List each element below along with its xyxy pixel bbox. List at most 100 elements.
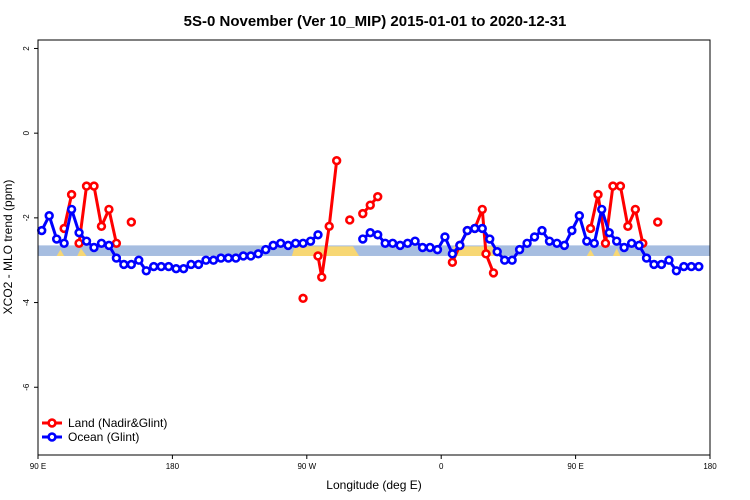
ocean-point bbox=[51, 234, 62, 244]
land-point bbox=[653, 217, 663, 227]
land-point bbox=[447, 257, 458, 268]
land-point bbox=[630, 204, 641, 215]
land-point bbox=[298, 293, 308, 304]
ocean-point bbox=[619, 242, 629, 253]
land-band-segment bbox=[612, 248, 621, 256]
x-tick-label: 0 bbox=[439, 462, 444, 471]
ocean-point bbox=[104, 240, 114, 251]
legend: Land (Nadir&Glint)Ocean (Glint) bbox=[42, 416, 167, 444]
land-point bbox=[345, 215, 355, 225]
ocean-point bbox=[626, 238, 637, 248]
ocean-point bbox=[44, 211, 54, 221]
ocean-point bbox=[492, 247, 502, 257]
x-tick-label: 90 E bbox=[30, 462, 46, 471]
land-point bbox=[608, 181, 618, 191]
land-point bbox=[365, 200, 375, 210]
land-band-segment bbox=[77, 248, 87, 256]
ocean-point bbox=[358, 234, 368, 244]
ocean-legend-marker bbox=[47, 432, 57, 442]
ocean-point bbox=[522, 238, 532, 248]
reference-band-layer bbox=[38, 245, 710, 256]
ocean-point bbox=[499, 255, 510, 265]
ocean-point bbox=[193, 259, 204, 270]
land-point bbox=[324, 221, 334, 232]
land-point bbox=[585, 223, 596, 234]
ocean-point bbox=[223, 253, 234, 263]
x-tick-label: 90 W bbox=[297, 462, 316, 471]
y-tick-label: 2 bbox=[22, 46, 31, 51]
y-tick-label: -6 bbox=[22, 383, 31, 391]
ocean-point bbox=[455, 240, 465, 251]
y-tick-label: 0 bbox=[22, 130, 31, 135]
land-legend-marker bbox=[47, 418, 57, 428]
ocean-point bbox=[81, 236, 92, 246]
ocean-point bbox=[410, 236, 420, 246]
ocean-point bbox=[380, 238, 390, 248]
ocean-series-line bbox=[361, 207, 699, 273]
ocean-point bbox=[514, 244, 525, 255]
land-point bbox=[615, 181, 626, 191]
ocean-point bbox=[470, 223, 480, 234]
land-point bbox=[600, 238, 611, 248]
ocean-point bbox=[462, 225, 473, 236]
ocean-point bbox=[119, 259, 129, 270]
ocean-point bbox=[582, 236, 592, 246]
ocean-point bbox=[134, 255, 144, 265]
ocean-point bbox=[589, 238, 599, 248]
y-tick-label: -2 bbox=[22, 214, 31, 222]
series-layer bbox=[37, 155, 704, 304]
x-axis: 90 E 180 90 W 0 90 E 180 bbox=[30, 455, 717, 471]
ocean-point bbox=[231, 253, 241, 263]
ocean-point bbox=[656, 259, 667, 270]
y-axis-label: XCO2 - MLO trend (ppm) bbox=[1, 180, 15, 315]
ocean-point bbox=[694, 261, 704, 272]
land-point bbox=[481, 249, 491, 259]
ocean-point bbox=[216, 253, 226, 263]
ocean-point bbox=[425, 242, 435, 253]
land-point bbox=[89, 181, 99, 191]
ocean-point bbox=[387, 238, 398, 248]
ocean-point bbox=[440, 232, 450, 242]
land-point bbox=[623, 221, 633, 232]
land-point bbox=[126, 217, 137, 227]
y-axis: 2 0 -2 -4 -6 bbox=[22, 46, 38, 391]
ocean-point bbox=[283, 240, 293, 251]
ocean-point bbox=[268, 240, 278, 251]
ocean-point bbox=[402, 238, 413, 248]
land-point bbox=[104, 204, 114, 215]
ocean-point bbox=[604, 227, 614, 238]
ocean-point bbox=[634, 240, 644, 251]
ocean-point bbox=[679, 261, 689, 272]
land-band-segment bbox=[586, 249, 595, 256]
ocean-point bbox=[59, 238, 69, 248]
ocean-point bbox=[208, 255, 219, 265]
ocean-point bbox=[186, 259, 196, 270]
land-point bbox=[96, 221, 107, 232]
x-tick-label: 180 bbox=[703, 462, 717, 471]
ocean-point bbox=[544, 236, 555, 246]
x-tick-label: 90 E bbox=[567, 462, 583, 471]
land-point bbox=[358, 208, 368, 219]
land-point bbox=[317, 272, 327, 282]
ocean-point bbox=[574, 211, 585, 221]
ocean-legend-label: Ocean (Glint) bbox=[68, 430, 139, 444]
ocean-point bbox=[37, 225, 47, 236]
ocean-point bbox=[246, 251, 256, 261]
ocean-point bbox=[537, 225, 547, 236]
ocean-point bbox=[365, 227, 375, 238]
chart-title: 5S-0 November (Ver 10_MIP) 2015-01-01 to… bbox=[184, 13, 567, 30]
ocean-point bbox=[111, 253, 122, 263]
land-point bbox=[477, 204, 487, 215]
ocean-point bbox=[507, 255, 517, 265]
ocean-point bbox=[201, 255, 211, 265]
ocean-point bbox=[96, 238, 107, 248]
ocean-point bbox=[74, 227, 84, 238]
ocean-point bbox=[238, 251, 249, 261]
ocean-point bbox=[149, 261, 159, 272]
land-point bbox=[593, 189, 603, 200]
y-tick-label: -4 bbox=[22, 298, 31, 306]
reference-band bbox=[38, 245, 710, 256]
ocean-point bbox=[156, 261, 166, 272]
ocean-point bbox=[664, 255, 674, 265]
